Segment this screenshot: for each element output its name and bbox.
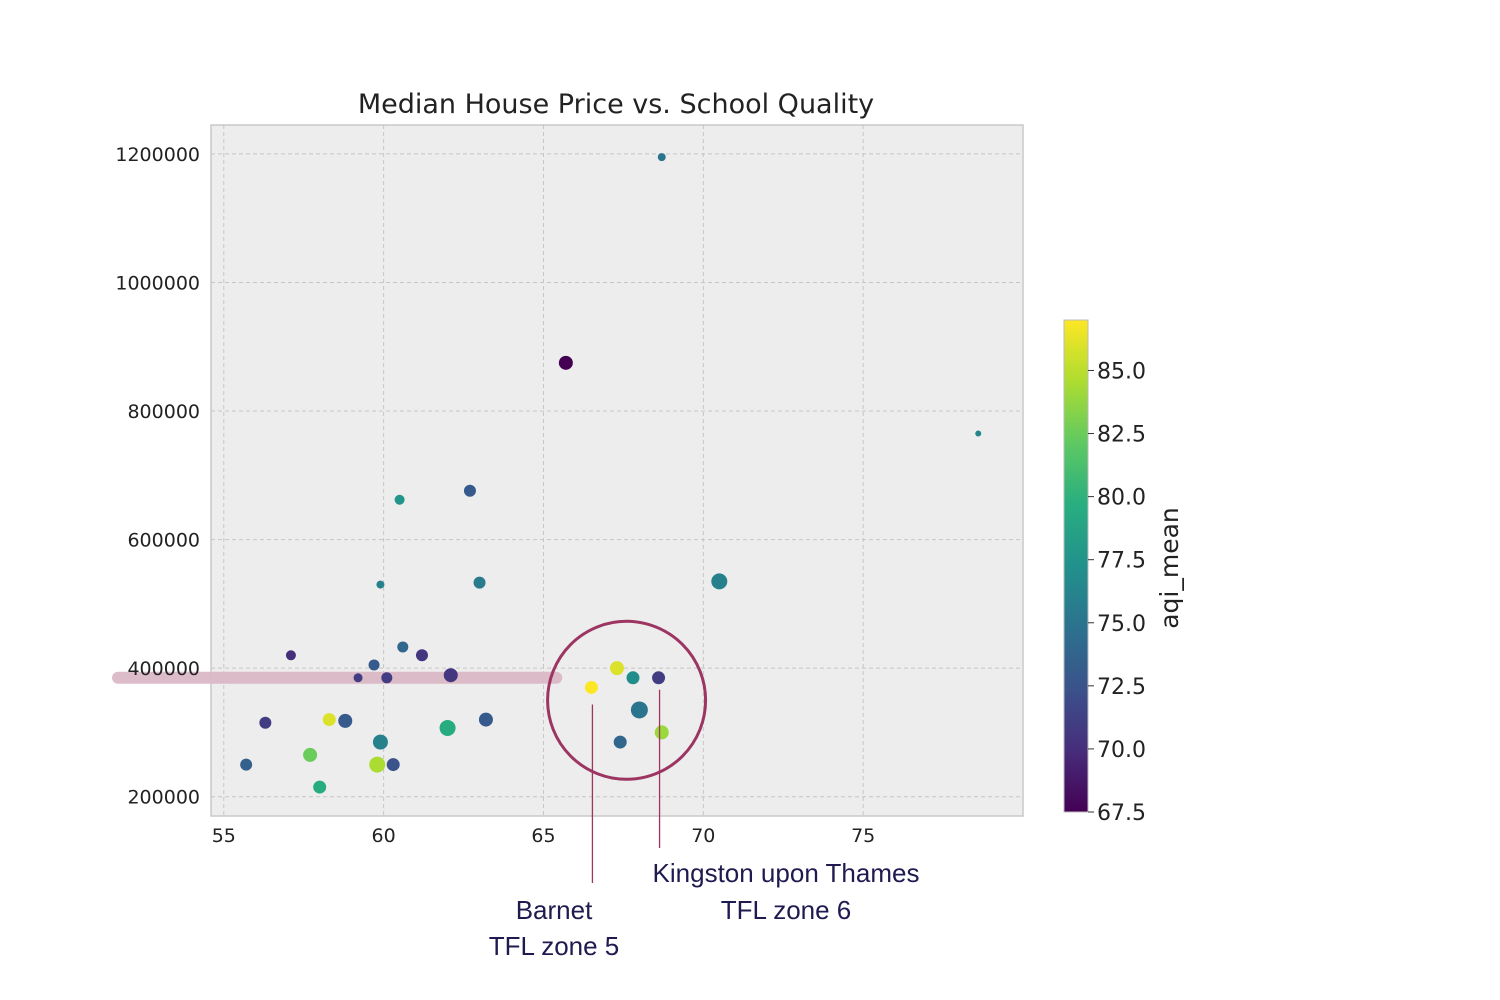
data-point	[610, 661, 624, 676]
data-point	[303, 747, 318, 762]
data-point	[584, 680, 598, 694]
colorbar-tick-label: 82.5	[1097, 423, 1146, 448]
colorbar-gradient	[1063, 319, 1089, 813]
data-point	[478, 712, 493, 727]
x-tick-label: 55	[212, 825, 236, 847]
data-point	[353, 673, 363, 683]
annotation-kingston-name: Kingston upon Thames	[653, 858, 920, 888]
data-point	[654, 725, 669, 740]
data-point	[558, 355, 573, 370]
colorbar-label: aqi_mean	[1155, 507, 1184, 629]
x-tick-label: 70	[691, 825, 715, 847]
x-axis-ticks: 55 60 65 70 75	[212, 825, 876, 847]
data-point	[259, 716, 272, 729]
data-point	[975, 430, 982, 437]
colorbar: 67.5 70.0 72.5 75.0 77.5 80.0 82.5 85.0 aqi_mean	[1063, 319, 1184, 826]
data-point	[285, 650, 296, 661]
data-point	[613, 735, 627, 749]
data-point	[368, 659, 380, 671]
data-point	[394, 494, 405, 505]
data-point	[652, 671, 666, 685]
colorbar-tick-label: 85.0	[1097, 359, 1146, 384]
y-tick-label: 600000	[127, 530, 200, 552]
data-point	[415, 649, 428, 662]
data-point	[657, 153, 666, 162]
data-point	[386, 758, 400, 772]
data-point	[473, 576, 486, 589]
annotation-layer: Barnet TFL zone 5 Kingston upon Thames TFL …	[489, 619, 920, 961]
y-tick-label: 1200000	[115, 144, 200, 166]
data-point	[372, 734, 388, 750]
y-tick-label: 200000	[127, 787, 200, 809]
colorbar-tick-label: 72.5	[1097, 675, 1146, 700]
highlight-circle	[546, 619, 708, 781]
data-point	[443, 668, 458, 683]
colorbar-tick-label: 70.0	[1097, 738, 1146, 763]
data-point	[376, 580, 385, 589]
data-point	[630, 701, 648, 719]
data-points	[240, 153, 982, 794]
data-point	[369, 756, 386, 773]
annotation-kingston-zone: TFL zone 6	[721, 895, 852, 925]
y-axis-ticks: 200000 400000 600000 800000 1000000 1200000	[115, 144, 200, 809]
data-point	[381, 672, 393, 684]
x-tick-label: 65	[531, 825, 555, 847]
data-point	[711, 573, 728, 590]
colorbar-tick-label: 80.0	[1097, 486, 1146, 511]
data-point	[240, 758, 253, 771]
annotation-barnet-name: Barnet	[516, 895, 593, 925]
data-point	[322, 713, 336, 727]
colorbar-tick-label: 77.5	[1097, 549, 1146, 574]
data-point	[313, 780, 327, 794]
data-point	[626, 671, 640, 685]
y-tick-label: 800000	[127, 401, 200, 423]
data-point	[397, 641, 409, 653]
y-tick-label: 1000000	[115, 272, 200, 294]
annotation-barnet-zone: TFL zone 5	[489, 931, 620, 961]
x-tick-label: 60	[372, 825, 396, 847]
data-point	[439, 719, 456, 736]
data-point	[338, 713, 353, 728]
x-tick-label: 75	[851, 825, 875, 847]
chart-title: Median House Price vs. School Quality	[358, 89, 874, 120]
data-point	[463, 484, 476, 497]
colorbar-tick-label: 67.5	[1097, 801, 1146, 826]
plot-area	[210, 124, 1024, 817]
colorbar-tick-label: 75.0	[1097, 612, 1146, 637]
y-tick-label: 400000	[127, 658, 200, 680]
